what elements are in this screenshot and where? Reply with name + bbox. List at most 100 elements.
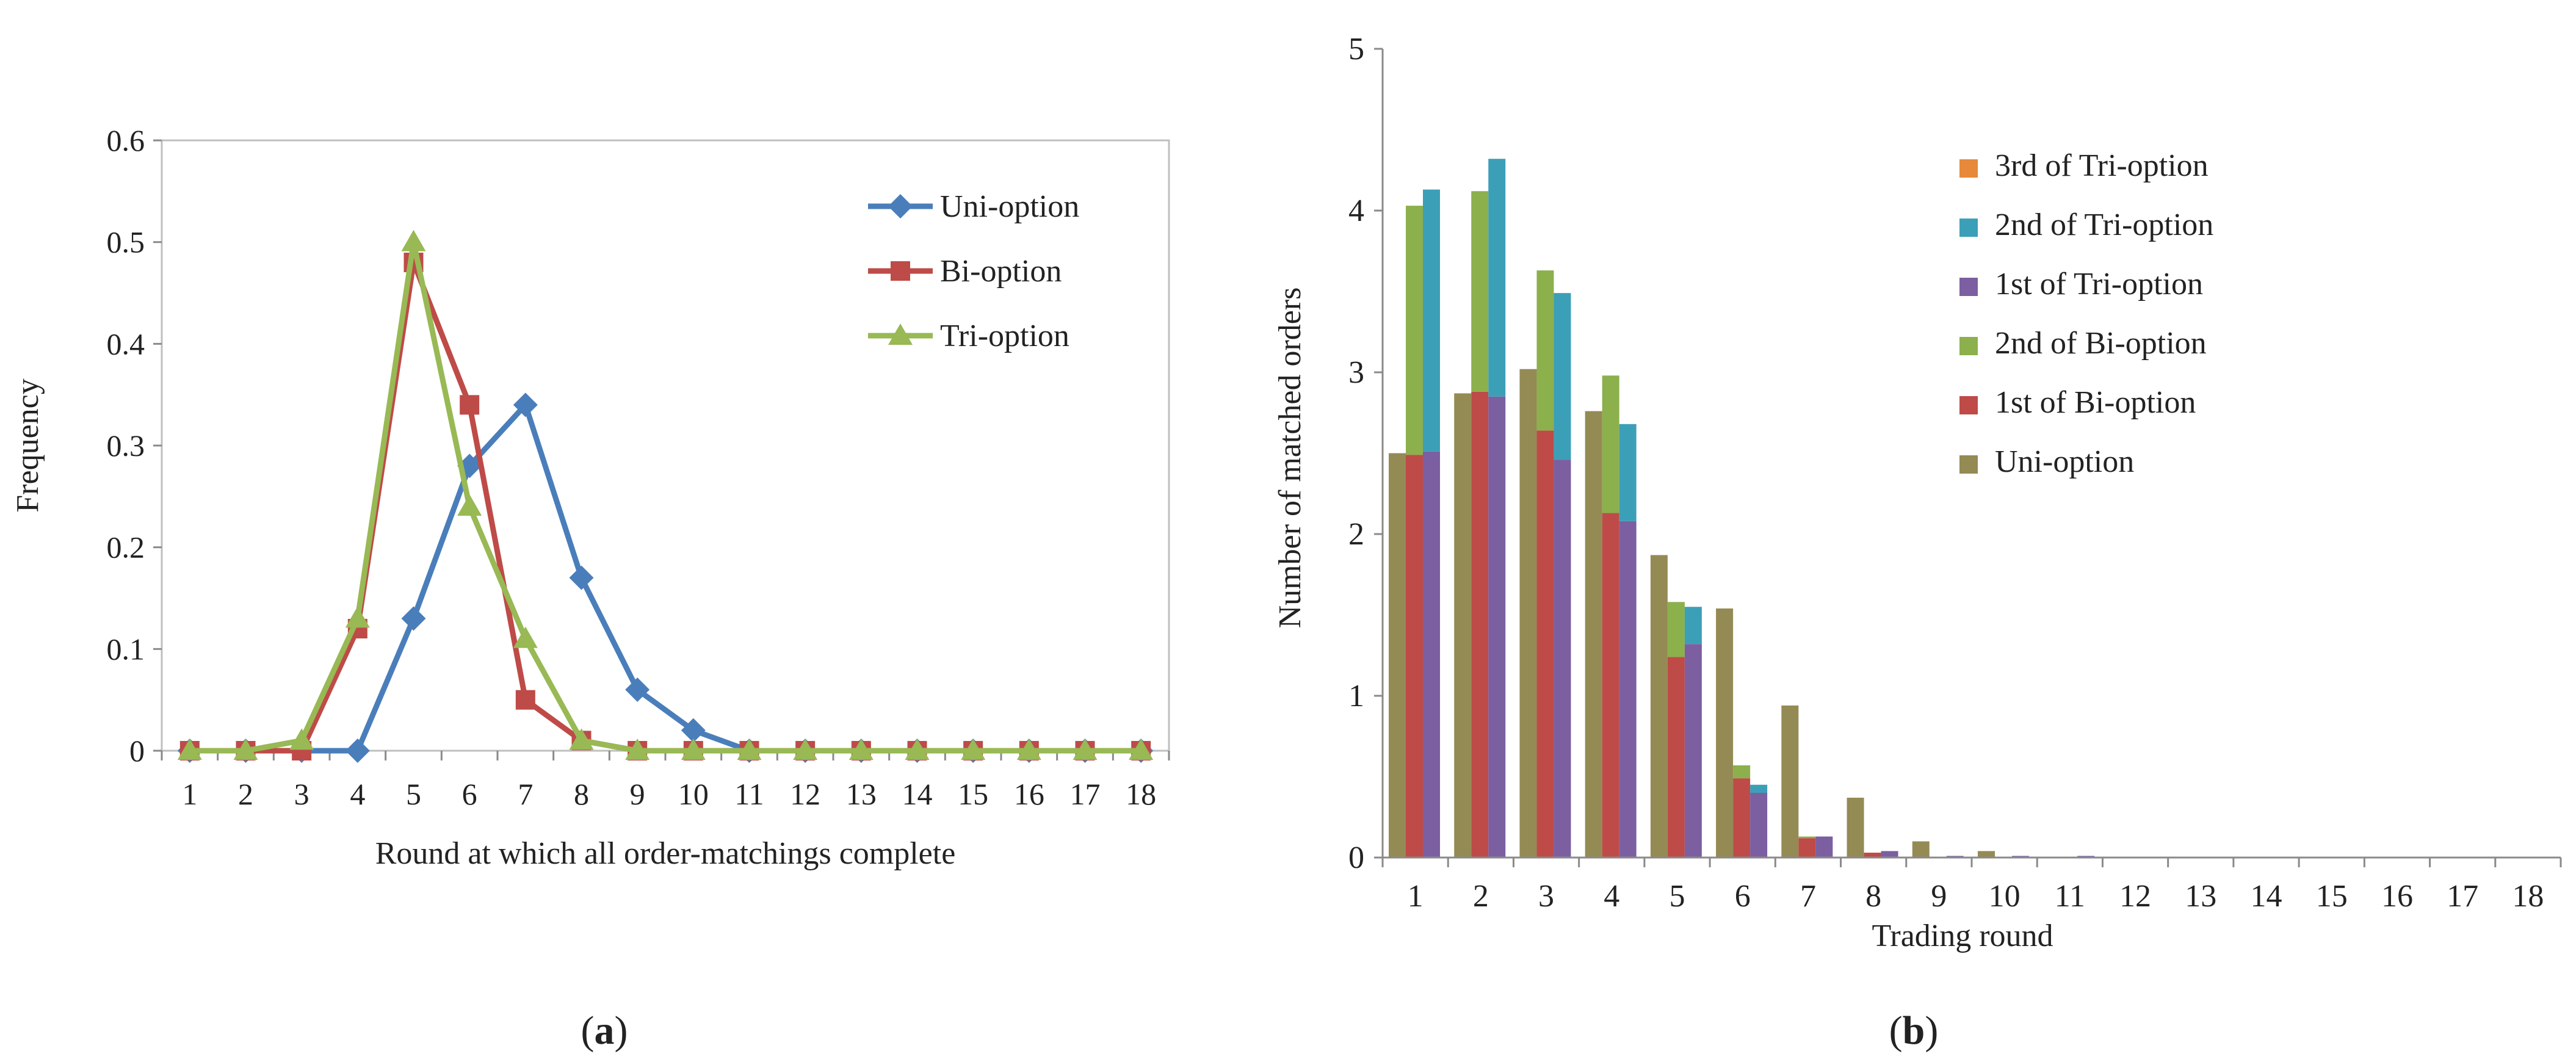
panel-a-y-tick-label: 0.6 xyxy=(107,123,145,157)
panel-b-bar-1st-of-tri-option xyxy=(1488,396,1506,858)
panel-a-x-tick-label: 7 xyxy=(518,777,533,811)
panel-b-x-tick-label: 17 xyxy=(2447,879,2478,914)
panel-b-bar-1st-of-bi-option xyxy=(1667,657,1685,858)
panel-b-bar-2nd-of-bi-option xyxy=(1602,375,1619,513)
panel-a-legend-label-uni-option: Uni-option xyxy=(940,189,1079,224)
panel-b-x-tick-label: 16 xyxy=(2381,879,2413,914)
panel-b-x-tick-label: 14 xyxy=(2251,879,2282,914)
panel-b-bar-uni-option xyxy=(1847,797,1864,858)
panel-a-point-tri-option xyxy=(1016,739,1041,760)
panel-b-x-axis-title: Trading round xyxy=(1872,919,2053,953)
panel-b-bar-2nd-of-bi-option xyxy=(1733,765,1751,779)
panel-b-x-tick-label: 3 xyxy=(1538,879,1554,914)
panel-b-bar-1st-of-bi-option xyxy=(1864,853,1881,858)
panel-a-x-tick-label: 13 xyxy=(846,777,877,811)
panel-a-x-tick-label: 1 xyxy=(182,777,197,811)
panel-a-point-tri-option xyxy=(1129,739,1154,760)
panel-b-bar-1st-of-bi-option xyxy=(1536,430,1554,858)
panel-b-bar-2nd-of-bi-option xyxy=(1406,206,1423,455)
panel-a-x-tick-label: 6 xyxy=(462,777,477,811)
panel-b-x-tick-label: 8 xyxy=(1865,879,1881,914)
panel-b-x-tick-label: 7 xyxy=(1800,879,1816,914)
panel-b-x-tick-label: 13 xyxy=(2185,879,2216,914)
panel-b-x-tick-label: 11 xyxy=(2055,879,2085,914)
panel-b-legend-swatch-2nd-of-tri-option xyxy=(1959,219,1978,237)
panel-a-point-tri-option xyxy=(848,739,874,760)
panel-b-bar-2nd-of-tri-option xyxy=(1750,784,1768,793)
panel-b-bar-2nd-of-bi-option xyxy=(1471,191,1489,392)
panel-a-line-tri-option xyxy=(189,239,1141,754)
panel-b-bar-1st-of-tri-option xyxy=(1423,451,1440,858)
panel-a-y-tick-label: 0.2 xyxy=(107,530,145,565)
panel-a-point-uni-option xyxy=(401,606,426,631)
panel-a-y-tick-label: 0.5 xyxy=(107,225,145,259)
panel-b-bar-uni-option xyxy=(1781,705,1799,858)
panel-b-bar-uni-option xyxy=(1650,555,1668,858)
panel-a-point-tri-option xyxy=(289,728,314,750)
panel-a-legend-marker-tri-option xyxy=(888,323,913,345)
panel-b-y-tick-label: 3 xyxy=(1348,355,1364,390)
panel-a-point-tri-option xyxy=(457,494,482,516)
panel-b-legend-label-1st-of-bi-option: 1st of Bi-option xyxy=(1995,385,2196,420)
panel-a-x-tick-label: 4 xyxy=(350,777,365,811)
panel-a-point-tri-option xyxy=(177,739,202,760)
panel-a-point-uni-option xyxy=(345,739,370,763)
panel-a-x-tick-label: 2 xyxy=(238,777,253,811)
panel-a-y-tick-label: 0.3 xyxy=(107,428,145,463)
panel-a-y-tick-label: 0.4 xyxy=(107,327,145,361)
panel-b-bar-1st-of-tri-option xyxy=(1684,644,1702,858)
panel-a-point-bi-option xyxy=(460,395,480,415)
panel-b-x-tick-label: 10 xyxy=(1989,879,2021,914)
panel-a-x-tick-label: 5 xyxy=(406,777,421,811)
panel-b-bar-1st-of-bi-option xyxy=(1733,778,1751,858)
panel-a-x-tick-label: 14 xyxy=(902,777,933,811)
panel-a-x-tick-label: 11 xyxy=(734,777,764,811)
panel-b-letter: b xyxy=(1903,1008,1925,1053)
panel-b-bar-2nd-of-bi-option xyxy=(1667,602,1685,657)
panel-b-x-tick-label: 18 xyxy=(2512,879,2544,914)
panel-b-x-tick-label: 9 xyxy=(1931,879,1947,914)
panel-a-x-tick-label: 16 xyxy=(1014,777,1044,811)
panel-b-legend-swatch-2nd-of-bi-option xyxy=(1959,337,1978,355)
panel-b-x-tick-label: 6 xyxy=(1735,879,1751,914)
panel-b-legend-label-2nd-of-tri-option: 2nd of Tri-option xyxy=(1995,208,2213,242)
panel-b-y-tick-label: 5 xyxy=(1348,32,1364,67)
panel-a-legend-marker-bi-option xyxy=(891,261,910,281)
panel-a-point-tri-option xyxy=(569,728,594,750)
panel-b-y-axis-title: Number of matched orders xyxy=(1273,287,1308,629)
panel-a-plot-area xyxy=(161,139,1170,752)
panel-a-point-uni-option xyxy=(681,718,706,743)
panel-b-y-tick-label: 2 xyxy=(1348,517,1364,552)
panel-a-series-tri-option xyxy=(177,229,1154,760)
panel-a-point-tri-option xyxy=(905,739,930,760)
panel-a-y-tick-label: 0.1 xyxy=(107,632,145,666)
panel-b-legend-swatch-1st-of-bi-option xyxy=(1959,396,1978,414)
panel-b-legend-label-uni-option: Uni-option xyxy=(1995,444,2134,479)
panel-b-y-tick-label: 1 xyxy=(1348,679,1364,713)
panel-a-line-chart: 00.10.20.30.40.50.6 1 2 3 4 5 6 7 8 9 10 11 12 13 14 1… xyxy=(10,123,1170,1053)
panel-a-x-tick-label: 3 xyxy=(294,777,309,811)
panel-b-legend-label-1st-of-tri-option: 1st of Tri-option xyxy=(1995,267,2203,302)
panel-a-point-tri-option xyxy=(625,739,650,760)
panel-b-bar-1st-of-tri-option xyxy=(1881,851,1898,858)
panel-b-x-tick-label: 5 xyxy=(1670,879,1685,914)
panel-b-y-tick-label: 0 xyxy=(1348,840,1364,875)
panel-a-point-tri-option xyxy=(793,739,818,760)
panel-b-bar-2nd-of-tri-option xyxy=(1619,424,1637,521)
panel-a-point-uni-option xyxy=(513,392,538,417)
panel-b-legend-swatch-uni-option xyxy=(1959,455,1978,474)
panel-a-point-tri-option xyxy=(233,739,258,760)
panel-b-legend-label-3rd-of-tri-option: 3rd of Tri-option xyxy=(1995,148,2209,183)
panel-a-point-bi-option xyxy=(515,690,535,710)
panel-b-bar-uni-option xyxy=(1585,411,1602,858)
panel-a-point-tri-option xyxy=(961,739,986,760)
panel-a-point-uni-option xyxy=(625,677,650,702)
panel-b-bar-2nd-of-bi-option xyxy=(1536,270,1554,431)
panel-a-x-tick-label: 17 xyxy=(1070,777,1101,811)
panel-b-legend-swatch-1st-of-tri-option xyxy=(1959,278,1978,296)
panel-a-point-tri-option xyxy=(401,229,426,251)
panel-a-point-tri-option xyxy=(345,606,370,628)
panel-b-bar-uni-option xyxy=(1519,369,1537,858)
